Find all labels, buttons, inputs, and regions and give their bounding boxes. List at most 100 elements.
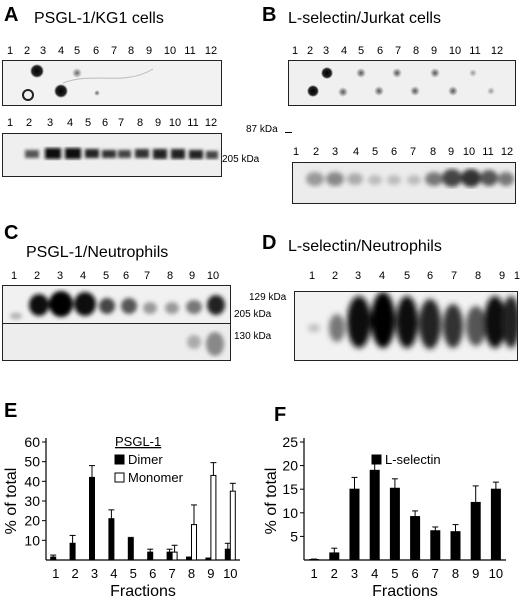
blot-band — [484, 296, 506, 348]
blot-band — [171, 149, 185, 159]
panel-f-letter: F — [274, 404, 287, 426]
lane-label: 1 — [6, 45, 14, 57]
y-axis-label: % of total — [3, 468, 20, 535]
panel-b-letter: B — [262, 4, 277, 26]
y-tick-label: 50 — [24, 454, 40, 470]
lane-label: 6 — [101, 117, 109, 129]
panel-d-lane-labels: 1 2 3 4 5 6 7 8 9 10 — [0, 270, 520, 284]
panel-d-western-blot — [294, 291, 518, 361]
lane-label: 8 — [474, 270, 482, 282]
lane-label: 10 — [206, 270, 220, 282]
lane-label: 5 — [371, 146, 379, 158]
panel-c-blot-lower — [2, 323, 231, 361]
y-tick-label: 20 — [282, 458, 298, 474]
legend-label: L-selectin — [385, 452, 441, 467]
x-tick-label: 3 — [91, 566, 98, 581]
dot-blot-spot — [374, 86, 384, 96]
bar-dimer — [108, 518, 115, 561]
x-tick-label: 2 — [331, 566, 338, 581]
y-tick-label: 40 — [24, 473, 40, 489]
lane-label: 4 — [378, 270, 386, 282]
legend-title: PSGL-1 — [115, 434, 161, 449]
x-tick-label: 4 — [110, 566, 117, 581]
lane-label: 12 — [500, 146, 514, 158]
blot-band — [165, 302, 179, 314]
y-tick-label: 30 — [24, 493, 40, 509]
blot-band — [65, 148, 81, 159]
lane-label: 8 — [412, 45, 420, 57]
bar-l-selectin — [470, 501, 481, 561]
blot-band — [461, 169, 481, 187]
blot-band — [419, 299, 441, 349]
bar-dimer — [89, 476, 95, 561]
bar-dimer — [69, 542, 76, 561]
x-tick-label: 5 — [130, 566, 137, 581]
lane-label: 11 — [482, 146, 494, 158]
blot-band — [99, 298, 115, 314]
lane-label: 9 — [145, 45, 153, 57]
dot-blot-spot — [94, 90, 100, 96]
lane-label: 9 — [447, 146, 455, 158]
bar-dimer — [127, 537, 134, 561]
panel-c-mw-marker-upper: 205 kDa — [234, 309, 272, 320]
x-tick-label: 3 — [351, 566, 358, 581]
blot-band — [85, 149, 99, 158]
lane-label: 11 — [187, 117, 199, 129]
lane-label: 8 — [136, 117, 144, 129]
x-tick-label: 2 — [71, 566, 78, 581]
blot-band — [118, 150, 131, 158]
lane-label: 8 — [127, 45, 135, 57]
lane-label: 9 — [154, 117, 162, 129]
panel-a-top-lane-labels: 1 2 3 4 5 6 7 8 9 10 11 12 — [0, 45, 520, 59]
bar-monomer — [229, 490, 236, 561]
panel-c-lane-labels: 1 2 3 4 5 6 7 8 9 10 — [0, 270, 520, 284]
dot-blot-spot — [72, 68, 82, 78]
bar-l-selectin — [430, 530, 441, 561]
lane-label: 1 — [10, 270, 18, 282]
blot-band — [189, 150, 203, 159]
x-tick-label: 10 — [223, 566, 237, 581]
panel-d-mw-marker: 129 kDa — [249, 292, 287, 303]
lane-label: 1 — [292, 146, 300, 158]
lane-label: 7 — [143, 270, 151, 282]
bar-dimer — [186, 557, 192, 561]
blot-band — [442, 169, 462, 187]
panel-a-bottom-lane-labels: 1 2 3 4 5 6 7 8 9 10 11 12 — [0, 117, 520, 131]
panel-e-letter: E — [4, 400, 18, 422]
dot-blot-spot — [487, 87, 495, 95]
blot-band — [498, 172, 514, 186]
blot-band — [407, 175, 421, 185]
y-tick-label: 60 — [24, 434, 40, 450]
x-tick-label: 9 — [207, 566, 214, 581]
bar-dimer — [166, 551, 173, 561]
y-tick-label: 5 — [290, 528, 298, 544]
lane-label: 2 — [23, 45, 31, 57]
lane-label: 7 — [394, 45, 402, 57]
lane-label: 9 — [498, 270, 506, 282]
lane-label: 5 — [357, 45, 365, 57]
lane-label: 10 — [462, 146, 476, 158]
lane-label: 6 — [122, 270, 130, 282]
blot-band — [135, 149, 149, 158]
x-tick-label: 6 — [149, 566, 156, 581]
bar-dimer — [147, 551, 154, 561]
dot-blot-spot — [430, 68, 440, 78]
bar-monomer — [171, 551, 178, 561]
bar-l-selectin — [389, 487, 400, 561]
lane-label: 9 — [430, 45, 438, 57]
dot-blot-spot — [307, 85, 319, 97]
panel-b-title: L-selectin/Jurkat cells — [288, 10, 441, 27]
blot-band — [186, 300, 202, 314]
blot-band — [396, 296, 418, 348]
y-tick-label: 25 — [282, 434, 298, 450]
bar-l-selectin — [369, 469, 380, 561]
dot-blot-spot — [30, 64, 44, 78]
blot-band — [425, 172, 443, 186]
x-tick-label: 9 — [472, 566, 479, 581]
panel-a-dot-blot — [2, 60, 222, 106]
panel-a-western-blot — [2, 133, 222, 177]
legend-swatch — [371, 454, 382, 465]
panel-a-letter: A — [4, 4, 19, 26]
panel-c-title: PSGL-1/Neutrophils — [26, 244, 169, 261]
x-tick-label: 7 — [168, 566, 175, 581]
